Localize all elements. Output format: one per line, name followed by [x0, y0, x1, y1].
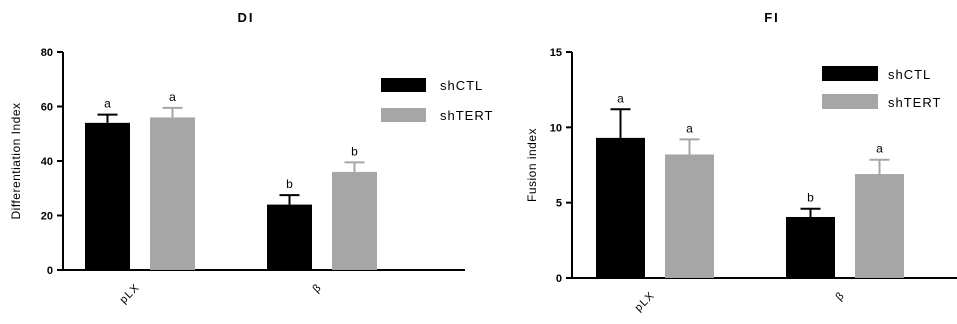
legend-label-shctl: shCTL — [888, 67, 931, 82]
y-axis-label: Fusion index — [525, 128, 539, 202]
bar-shtert-1 — [332, 171, 377, 270]
bar-shtert-0 — [665, 154, 714, 278]
y-tick-label: 0 — [47, 265, 53, 277]
legend-swatch-shctl — [822, 66, 878, 81]
y-tick-label: 0 — [556, 273, 562, 285]
x-tick-label: pLX — [633, 290, 657, 314]
significance-label: a — [169, 90, 176, 104]
significance-label: a — [617, 91, 624, 105]
y-tick-label: 20 — [41, 211, 53, 223]
significance-label: a — [686, 121, 693, 135]
legend-swatch-shtert — [822, 94, 878, 109]
chart-di: DI 0 20 40 60 80 Differentiation Index a a pLX b b β… — [9, 10, 493, 306]
bar-shtert-1 — [855, 174, 904, 278]
y-tick-label: 10 — [550, 122, 562, 134]
bar-shctl-1 — [786, 216, 835, 278]
chart-fi: FI 0 5 10 15 Fusion index a a pLX b a β shCTL shTERT — [525, 10, 957, 314]
y-tick-label: 15 — [550, 47, 562, 59]
legend-swatch-shctl — [381, 78, 426, 92]
y-tick-label: 5 — [556, 198, 562, 210]
significance-label: a — [104, 97, 111, 111]
y-tick-label: 60 — [41, 102, 53, 114]
bar-shtert-0 — [150, 117, 195, 271]
bar-shctl-0 — [85, 122, 130, 270]
y-axis-label: Differentiation Index — [9, 102, 23, 219]
legend-label-shtert: shTERT — [440, 108, 493, 123]
x-tick-label: β — [833, 290, 847, 304]
legend-label-shctl: shCTL — [440, 78, 483, 93]
chart-title: FI — [764, 10, 780, 25]
legend-label-shtert: shTERT — [888, 95, 941, 110]
significance-label: a — [876, 142, 883, 156]
y-tick-label: 40 — [41, 156, 53, 168]
x-tick-label: β — [310, 282, 324, 296]
y-tick-label: 80 — [41, 47, 53, 59]
bar-shctl-1 — [267, 204, 312, 270]
significance-label: b — [807, 191, 814, 205]
legend-swatch-shtert — [381, 108, 426, 122]
x-tick-label: pLX — [118, 282, 142, 306]
bar-shctl-0 — [596, 137, 645, 278]
significance-label: b — [351, 144, 358, 158]
chart-title: DI — [238, 10, 255, 25]
significance-label: b — [286, 177, 293, 191]
